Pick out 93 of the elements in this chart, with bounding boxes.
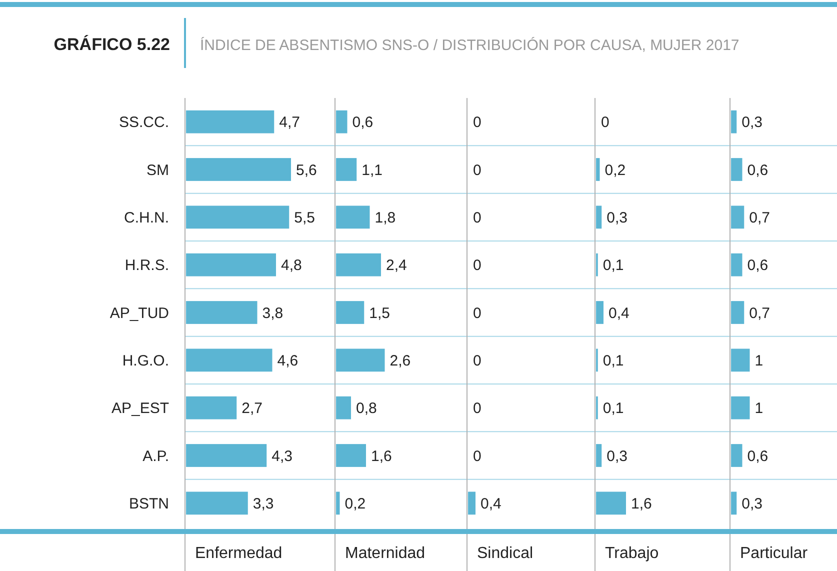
- data-label: 0: [473, 162, 482, 179]
- data-label: 0,4: [480, 495, 502, 512]
- bar: [336, 492, 340, 515]
- bar: [596, 444, 602, 467]
- bar: [731, 206, 744, 229]
- data-label: 3,8: [262, 304, 284, 322]
- data-label: 1: [754, 400, 764, 418]
- data-label: 0,2: [344, 495, 366, 512]
- data-label: 1: [754, 352, 764, 370]
- bar: [186, 301, 258, 324]
- chart-title: GRÁFICO 5.22: [54, 34, 170, 54]
- data-label: 0,2: [604, 162, 626, 179]
- data-label: 1,6: [371, 448, 392, 465]
- bar: [731, 253, 742, 276]
- y-tick-label: C.H.N.: [124, 209, 169, 226]
- x-axis-title: Enfermedad: [195, 545, 282, 562]
- data-label: 0: [473, 448, 482, 465]
- bar: [731, 110, 737, 134]
- bar: [336, 348, 385, 372]
- bar: [186, 348, 272, 372]
- data-label: 2,6: [390, 352, 411, 370]
- bar: [731, 301, 744, 324]
- data-label: 1,5: [369, 304, 390, 322]
- data-label: 4,7: [279, 114, 300, 132]
- data-label: 0: [473, 352, 482, 370]
- data-label: 0,1: [602, 400, 624, 418]
- data-label: 1,6: [631, 495, 652, 512]
- bar: [336, 158, 357, 181]
- data-label: 2,4: [386, 257, 407, 274]
- bar: [596, 158, 600, 181]
- y-tick-label: SM: [146, 162, 169, 179]
- bar: [596, 492, 626, 515]
- bar: [731, 348, 750, 372]
- data-label: 0,7: [749, 209, 770, 226]
- bar: [336, 444, 366, 467]
- data-label: 0,7: [749, 304, 770, 322]
- data-label: 0,1: [602, 257, 624, 274]
- data-label: 0: [473, 257, 482, 274]
- data-label: 0,1: [602, 352, 624, 370]
- data-label: 0: [473, 400, 482, 418]
- y-tick-label: H.R.S.: [124, 257, 169, 274]
- y-tick-label: SS.CC.: [118, 114, 169, 132]
- y-tick-label: AP_TUD: [110, 304, 170, 322]
- bar: [186, 206, 290, 229]
- data-label: 0,3: [606, 448, 628, 465]
- bar: [731, 444, 742, 467]
- data-label: 4,6: [277, 352, 298, 370]
- data-label: 0: [473, 209, 482, 226]
- data-label: 5,5: [294, 209, 315, 226]
- bar: [731, 158, 742, 181]
- bar: [186, 158, 291, 181]
- x-axis-title: Particular: [740, 545, 808, 562]
- y-tick-label: A.P.: [142, 448, 169, 465]
- bar: [731, 492, 737, 515]
- data-label: 0,6: [747, 162, 768, 179]
- data-label: 0: [601, 114, 610, 132]
- data-label: 0,6: [747, 448, 768, 465]
- data-label: 0,3: [606, 209, 628, 226]
- data-label: 0: [473, 304, 482, 322]
- text: ÍNDICE DE ABSENTISMO SNS-O / DISTRIBUCIÓN POR CAUSA, MUJER 2017: [200, 36, 740, 54]
- bar: [186, 444, 267, 467]
- x-axis-title: Trabajo: [605, 545, 659, 562]
- data-label: 0,3: [742, 114, 762, 132]
- bar: [336, 301, 364, 324]
- data-label: 4,8: [281, 257, 302, 274]
- bar: [731, 396, 750, 420]
- y-tick-label: H.G.O.: [122, 352, 169, 370]
- data-label: 3,3: [252, 495, 274, 512]
- data-label: 5,6: [296, 162, 317, 179]
- data-label: 0,4: [608, 304, 630, 322]
- bar: [186, 492, 248, 515]
- bar: [336, 253, 381, 276]
- data-label: 0: [473, 114, 482, 132]
- y-tick-label: AP_EST: [111, 400, 169, 418]
- data-label: 0,3: [742, 495, 762, 512]
- bar: [596, 206, 602, 229]
- x-axis-title: Maternidad: [345, 545, 426, 562]
- x-axis-title: Sindical: [477, 545, 534, 562]
- bar: [336, 206, 370, 229]
- data-label: 4,3: [272, 448, 292, 465]
- bar: [596, 301, 604, 324]
- data-label: 0,8: [356, 400, 377, 418]
- bar: [186, 253, 276, 276]
- data-label: 2,7: [242, 400, 262, 418]
- data-label: 1,8: [374, 209, 396, 226]
- data-label: 0,6: [747, 257, 768, 274]
- bar: [336, 396, 351, 420]
- bar: [186, 396, 237, 420]
- data-label: 1,1: [362, 162, 382, 179]
- bar: [186, 110, 274, 134]
- bar: [336, 110, 348, 134]
- y-tick-label: BSTN: [128, 495, 169, 512]
- data-label: 0,6: [352, 114, 374, 132]
